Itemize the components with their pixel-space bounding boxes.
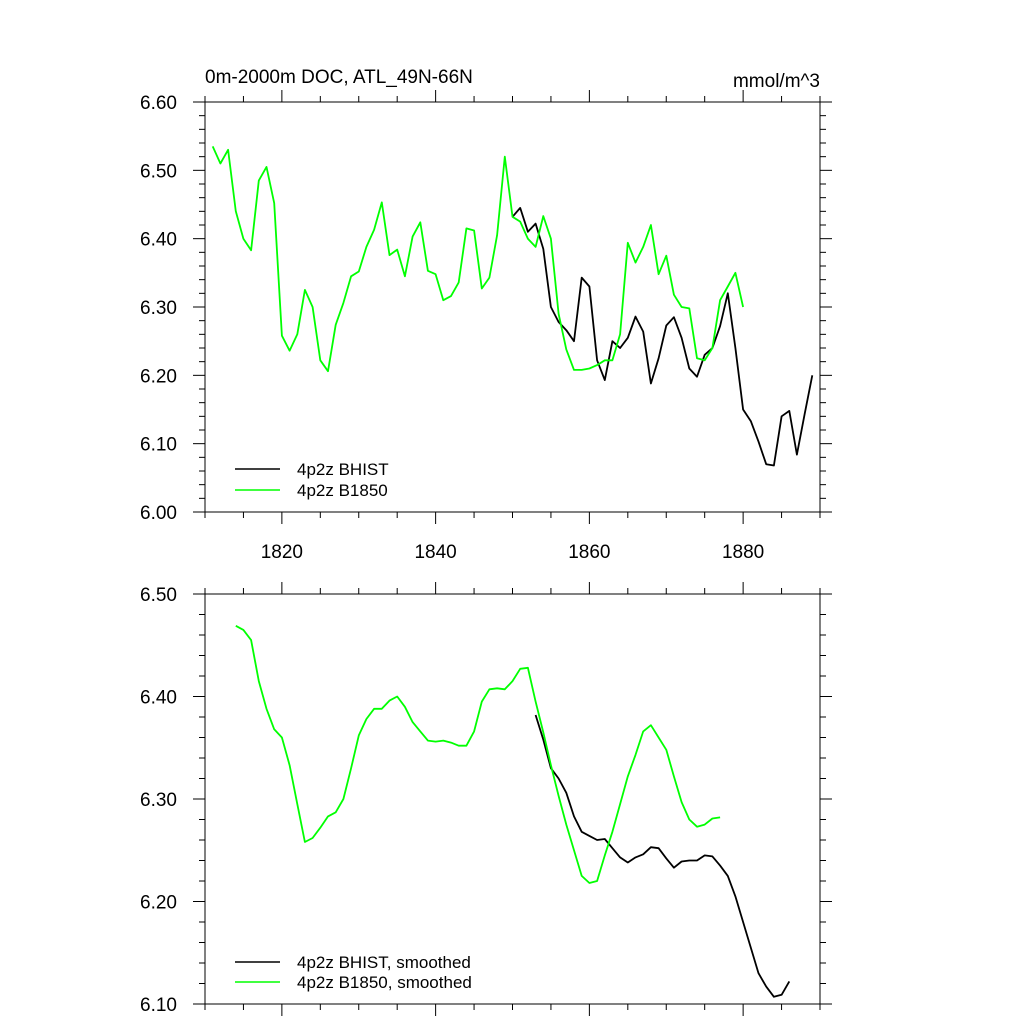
bottom-ticks: 6.10 6.20 6.30 6.40 6.50 — [140, 582, 832, 1016]
top-legend-label-b1850: 4p2z B1850 — [297, 481, 388, 500]
top-series-line-b1850 — [211, 146, 744, 373]
top-series-line-bhist — [511, 206, 814, 467]
bottom-y-tick-label-6.40: 6.40 — [140, 688, 177, 709]
bottom-y-tick-label-6.10: 6.10 — [140, 995, 177, 1016]
bottom-y-tick-label-6.30: 6.30 — [140, 790, 177, 811]
bottom-plot-frame — [204, 593, 821, 1005]
bottom-series-line-bhist — [534, 714, 791, 998]
bottom-legend-label-bhist: 4p2z BHIST, smoothed — [297, 953, 471, 972]
top-title: 0m-2000m DOC, ATL_49N-66N — [205, 67, 473, 88]
top-plot-frame — [204, 101, 821, 513]
bottom-legend-label-b1850: 4p2z B1850, smoothed — [297, 973, 472, 992]
top-panel: 0m-2000m DOC, ATL_49N-66N mmol/m^3 1820 1… — [140, 67, 832, 563]
top-y-tick-label-6.00: 6.00 — [140, 503, 177, 524]
bottom-y-tick-label-6.50: 6.50 — [140, 585, 177, 606]
top-y-tick-label-6.50: 6.50 — [140, 161, 177, 182]
top-x-tick-label-1840: 1840 — [414, 542, 456, 563]
bottom-legend: 4p2z BHIST, smoothed 4p2z B1850, smoothe… — [235, 953, 472, 992]
top-y-tick-label-6.10: 6.10 — [140, 435, 177, 456]
bottom-series-lines — [235, 625, 791, 998]
bottom-panel: 6.10 6.20 6.30 6.40 6.50 4p2z BHIST, smoothe… — [140, 582, 832, 1016]
top-legend-label-bhist: 4p2z BHIST — [297, 460, 389, 479]
top-y-tick-label-6.30: 6.30 — [140, 298, 177, 319]
top-y-tick-label-6.60: 6.60 — [140, 93, 177, 114]
top-units: mmol/m^3 — [733, 71, 820, 92]
top-x-tick-label-1880: 1880 — [722, 542, 764, 563]
top-y-tick-label-6.20: 6.20 — [140, 366, 177, 387]
top-y-tick-label-6.40: 6.40 — [140, 230, 177, 251]
top-x-tick-label-1820: 1820 — [261, 542, 303, 563]
top-x-tick-label-1860: 1860 — [568, 542, 610, 563]
top-ticks: 1820 1840 1860 1880 6.00 6.10 6.20 6.30 6.40 6.50… — [140, 90, 832, 563]
bottom-series-line-b1850 — [235, 625, 721, 884]
top-series-lines — [211, 146, 814, 467]
top-legend: 4p2z BHIST 4p2z B1850 — [235, 460, 389, 500]
bottom-y-tick-label-6.20: 6.20 — [140, 893, 177, 914]
